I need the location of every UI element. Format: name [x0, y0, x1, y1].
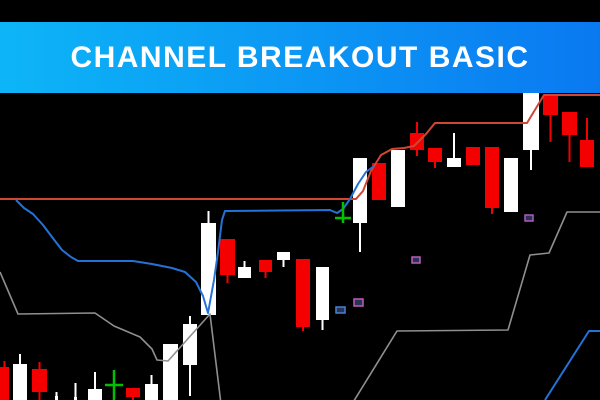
- bull-candle: [391, 150, 405, 207]
- bear-candle: [410, 133, 424, 150]
- bear-candle: [126, 388, 140, 397]
- order-flag-icon: [353, 298, 364, 307]
- trade-markers: [105, 202, 534, 400]
- bull-candle: [447, 158, 461, 167]
- bull-candle: [163, 344, 178, 400]
- bear-candle: [466, 147, 480, 165]
- stop-line-right: [544, 330, 600, 400]
- bull-candle: [201, 223, 216, 315]
- bull-candle: [238, 267, 251, 278]
- bull-candle: [504, 158, 518, 212]
- bull-candle: [74, 397, 77, 400]
- bear-candle: [296, 259, 310, 327]
- banner-title: CHANNEL BREAKOUT BASIC: [70, 40, 530, 74]
- bear-candle: [485, 147, 499, 208]
- title-banner: CHANNEL BREAKOUT BASIC: [0, 22, 600, 93]
- bear-candle: [220, 239, 235, 275]
- lower-channel: [0, 211, 600, 400]
- bear-candle: [372, 163, 386, 200]
- bull-candle: [316, 267, 329, 320]
- bear-candle: [428, 148, 442, 162]
- bear-candle: [0, 367, 9, 400]
- bull-candle: [55, 396, 58, 400]
- upper-channel: [0, 94, 600, 200]
- bull-candle: [88, 389, 102, 400]
- order-flag-icon: [411, 256, 421, 264]
- bull-candle: [183, 324, 197, 365]
- bull-candle: [13, 364, 27, 400]
- bull-candle: [145, 384, 158, 400]
- bear-candle: [543, 96, 558, 115]
- bull-candle: [277, 252, 290, 260]
- order-flag-icon: [335, 306, 346, 314]
- bear-candle: [562, 112, 577, 135]
- bear-candle: [580, 140, 594, 167]
- bear-candle: [259, 260, 272, 272]
- bear-candle: [32, 369, 47, 392]
- bull-candle: [523, 93, 539, 150]
- order-flag-icon: [524, 214, 534, 222]
